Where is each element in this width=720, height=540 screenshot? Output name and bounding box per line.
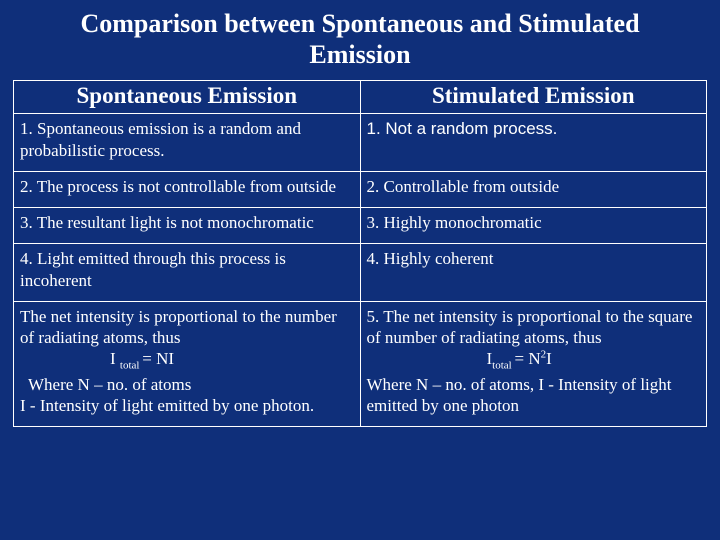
eq-sub: total (492, 360, 514, 372)
table-row: 3. The resultant light is not monochroma… (14, 208, 707, 244)
eq-part: = N (514, 349, 540, 368)
table-row: 2. The process is not controllable from … (14, 171, 707, 207)
column-header-right: Stimulated Emission (360, 81, 707, 114)
cell-text: 5. The net intensity is proportional to … (367, 306, 701, 349)
cell-text: Where N – no. of atoms, I - Intensity of… (367, 374, 701, 417)
cell-right: 5. The net intensity is proportional to … (360, 301, 707, 426)
table-row: The net intensity is proportional to the… (14, 301, 707, 426)
cell-right: 3. Highly monochromatic (360, 208, 707, 244)
comparison-table: Spontaneous Emission Stimulated Emission… (13, 80, 707, 427)
cell-equation: Itotal = N2I (487, 348, 701, 373)
column-header-left: Spontaneous Emission (14, 81, 361, 114)
cell-left: 3. The resultant light is not monochroma… (14, 208, 361, 244)
eq-part: I (110, 349, 120, 368)
table-row: 1. Spontaneous emission is a random and … (14, 114, 707, 172)
cell-text: The net intensity is proportional to the… (20, 306, 354, 349)
eq-part: I (546, 349, 552, 368)
table-row: 4. Light emitted through this process is… (14, 244, 707, 302)
cell-equation: I total = NI (110, 348, 354, 373)
cell-left: 4. Light emitted through this process is… (14, 244, 361, 302)
page-title: Comparison between Spontaneous and Stimu… (0, 0, 720, 80)
cell-right: 2. Controllable from outside (360, 171, 707, 207)
eq-part: = NI (142, 349, 174, 368)
cell-left: 2. The process is not controllable from … (14, 171, 361, 207)
cell-right: 1. Not a random process. (360, 114, 707, 172)
cell-text: Where N – no. of atoms (28, 374, 354, 395)
table-header-row: Spontaneous Emission Stimulated Emission (14, 81, 707, 114)
cell-right: 4. Highly coherent (360, 244, 707, 302)
eq-sub: total (120, 360, 142, 372)
cell-left: 1. Spontaneous emission is a random and … (14, 114, 361, 172)
cell-text: I - Intensity of light emitted by one ph… (20, 395, 354, 416)
cell-left: The net intensity is proportional to the… (14, 301, 361, 426)
